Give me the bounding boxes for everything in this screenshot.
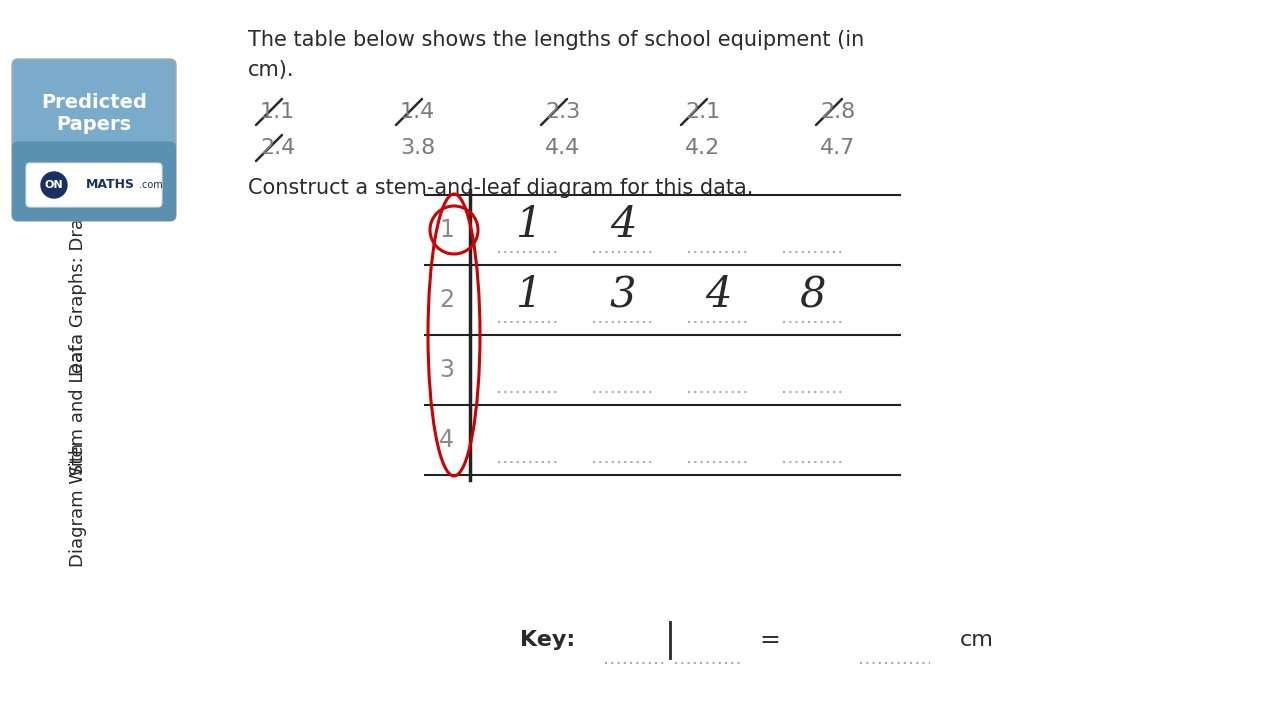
Text: 4: 4 bbox=[705, 274, 731, 316]
Text: 3.8: 3.8 bbox=[399, 138, 435, 158]
Text: 3: 3 bbox=[609, 274, 636, 316]
Text: 4: 4 bbox=[439, 428, 454, 452]
Text: Key:: Key: bbox=[520, 630, 575, 650]
Text: 3: 3 bbox=[439, 358, 454, 382]
Text: 4.2: 4.2 bbox=[685, 138, 721, 158]
Text: Diagram With: Diagram With bbox=[69, 443, 87, 567]
Text: 1: 1 bbox=[515, 204, 541, 246]
Text: .com: .com bbox=[140, 180, 163, 190]
Text: 1: 1 bbox=[515, 274, 541, 316]
Text: ON: ON bbox=[45, 180, 63, 190]
Text: Predicted: Predicted bbox=[41, 93, 147, 112]
Text: Stem and Leaf: Stem and Leaf bbox=[69, 345, 87, 475]
Text: 2.3: 2.3 bbox=[545, 102, 580, 122]
Text: 1.1: 1.1 bbox=[260, 102, 296, 122]
Text: 2: 2 bbox=[439, 288, 454, 312]
Text: Data Graphs: Draw: Data Graphs: Draw bbox=[69, 204, 87, 377]
Text: 4.4: 4.4 bbox=[545, 138, 580, 158]
Text: 4: 4 bbox=[609, 204, 636, 246]
Text: 1.4: 1.4 bbox=[399, 102, 435, 122]
Text: cm).: cm). bbox=[248, 60, 294, 80]
Text: Construct a stem-and-leaf diagram for this data.: Construct a stem-and-leaf diagram for th… bbox=[248, 178, 754, 198]
Text: 4.7: 4.7 bbox=[820, 138, 855, 158]
Text: 8: 8 bbox=[800, 274, 827, 316]
Text: 2.1: 2.1 bbox=[685, 102, 721, 122]
Text: Papers: Papers bbox=[56, 115, 132, 135]
FancyBboxPatch shape bbox=[26, 163, 163, 207]
Text: 1: 1 bbox=[439, 218, 454, 242]
Text: 2.8: 2.8 bbox=[820, 102, 855, 122]
Circle shape bbox=[41, 172, 67, 198]
Text: 2.4: 2.4 bbox=[260, 138, 296, 158]
Text: cm: cm bbox=[960, 630, 993, 650]
Text: =: = bbox=[759, 628, 781, 652]
FancyBboxPatch shape bbox=[12, 142, 177, 221]
FancyBboxPatch shape bbox=[12, 59, 177, 221]
Text: The table below shows the lengths of school equipment (in: The table below shows the lengths of sch… bbox=[248, 30, 864, 50]
Text: MATHS: MATHS bbox=[86, 179, 134, 192]
